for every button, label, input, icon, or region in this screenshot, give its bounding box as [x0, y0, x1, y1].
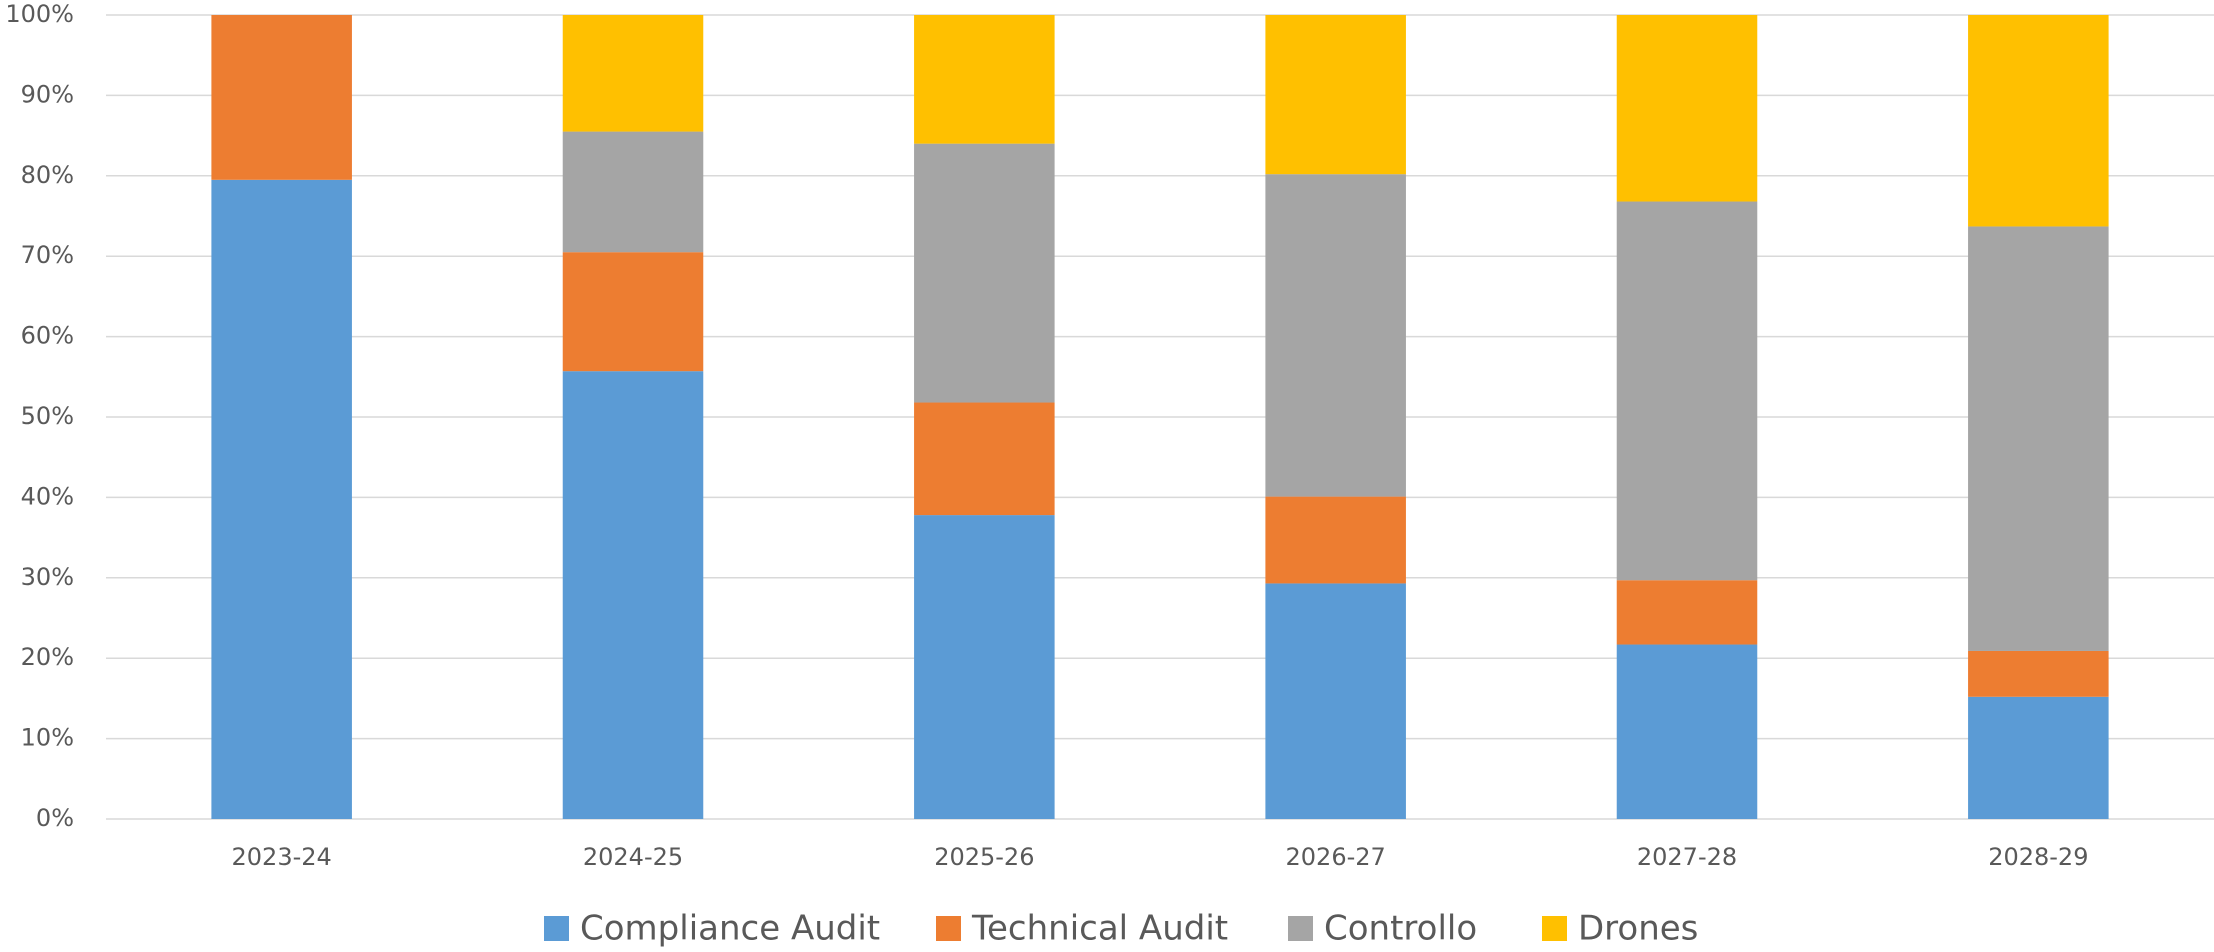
legend-label: Technical Audit: [971, 909, 1228, 949]
bar-segment: [1265, 174, 1406, 497]
x-tick-label: 2024-25: [583, 843, 683, 871]
bar-segment: [914, 402, 1055, 516]
y-tick-label: 90%: [21, 80, 74, 108]
bar-segment: [1968, 650, 2109, 697]
legend-swatch: [1542, 916, 1567, 941]
bar-segment: [1616, 201, 1758, 581]
y-tick-label: 0%: [36, 804, 74, 832]
x-tick-label: 2028-29: [1988, 843, 2088, 871]
bar-segment: [1968, 226, 2109, 651]
x-tick-label: 2023-24: [232, 843, 332, 871]
y-tick-label: 30%: [21, 563, 74, 591]
bar-segment: [1616, 580, 1758, 645]
legend-swatch: [544, 916, 569, 941]
y-tick-label: 40%: [21, 482, 74, 510]
bar-segment: [1616, 644, 1758, 819]
bar-segment: [914, 515, 1055, 819]
bar-segment: [562, 252, 704, 372]
bar-segment: [562, 371, 704, 819]
bar-segment: [1265, 496, 1406, 584]
bar-segment: [1265, 583, 1406, 819]
bar-segment: [211, 179, 352, 819]
bar-segment: [211, 15, 352, 180]
legend-swatch: [1288, 916, 1313, 941]
bar-segment: [1968, 696, 2109, 819]
y-tick-label: 100%: [5, 0, 74, 28]
y-tick-label: 10%: [21, 724, 74, 752]
y-tick-label: 80%: [21, 161, 74, 189]
y-tick-label: 20%: [21, 643, 74, 671]
bar-segment: [1968, 15, 2109, 227]
legend-swatch: [936, 916, 961, 941]
legend-label: Compliance Audit: [580, 909, 880, 949]
y-tick-label: 50%: [21, 402, 74, 430]
legend-label: Drones: [1578, 909, 1698, 949]
x-tick-label: 2025-26: [934, 843, 1034, 871]
legend-label: Controllo: [1324, 909, 1477, 949]
x-tick-label: 2027-28: [1637, 843, 1737, 871]
bar-segment: [562, 15, 704, 132]
x-tick-label: 2026-27: [1286, 843, 1386, 871]
bar-segment: [914, 15, 1055, 144]
bar-segment: [1616, 15, 1758, 202]
bar-segment: [914, 143, 1055, 403]
y-tick-label: 60%: [21, 322, 74, 350]
y-tick-label: 70%: [21, 241, 74, 269]
bar-segment: [1265, 15, 1406, 175]
bar-segment: [562, 131, 704, 253]
